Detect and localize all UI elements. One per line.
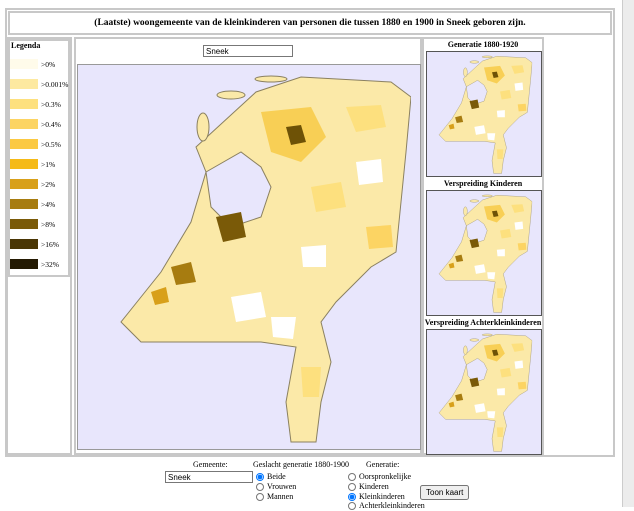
radio[interactable] <box>348 482 356 491</box>
radio-option[interactable]: Vrouwen <box>256 481 296 492</box>
legend-item: >2% <box>10 174 70 194</box>
radio[interactable] <box>348 501 356 510</box>
legend-item: >32% <box>10 254 70 274</box>
option-label: Oorspronkelijke <box>359 472 411 481</box>
option-label: Vrouwen <box>267 482 297 491</box>
side-map <box>426 329 542 455</box>
legend-swatch <box>10 259 38 269</box>
legend-label: >2% <box>41 179 56 189</box>
legend-label: >4% <box>41 199 56 209</box>
legend-label: >0.5% <box>41 139 61 149</box>
legend-swatch <box>10 179 38 189</box>
legend-swatch <box>10 59 38 69</box>
radio[interactable] <box>256 472 264 481</box>
legend-label: >0.4% <box>41 119 61 129</box>
option-label: Kleinkinderen <box>359 492 405 501</box>
radio[interactable] <box>348 472 356 481</box>
gemeente-input[interactable] <box>165 471 253 483</box>
radio-option[interactable]: Beide <box>256 471 286 482</box>
option-label: Kinderen <box>359 482 389 491</box>
legend-box <box>8 39 70 277</box>
option-label: Mannen <box>267 492 294 501</box>
legend-item: >0.3% <box>10 94 70 114</box>
radio-option[interactable]: Kleinkinderen <box>348 491 405 502</box>
map-area <box>77 64 421 450</box>
radio[interactable] <box>256 482 264 491</box>
legend-swatch <box>10 79 38 89</box>
legend-swatch <box>10 99 38 109</box>
scrollbar <box>622 0 634 507</box>
legend-label: >8% <box>41 219 56 229</box>
legend-label: >0% <box>41 59 56 69</box>
main-map <box>111 67 411 447</box>
option-label: Beide <box>267 472 286 481</box>
legend-title: Legenda <box>11 41 41 50</box>
legend-swatch <box>10 199 38 209</box>
side-caption: Verspreiding Kinderen <box>443 179 523 188</box>
show-map-button[interactable]: Toon kaart <box>420 485 470 500</box>
legend-item: >0.5% <box>10 134 70 154</box>
side-caption: Generatie 1880-1920 <box>447 40 519 49</box>
generatie-label: Generatie: <box>366 460 400 469</box>
legend-label: >32% <box>41 259 59 269</box>
legend-panel <box>6 37 72 455</box>
legend-swatch <box>10 119 38 129</box>
legend-swatch <box>10 239 38 249</box>
radio[interactable] <box>256 492 264 501</box>
legend-label: >0.3% <box>41 99 61 109</box>
legend-item: >0.4% <box>10 114 70 134</box>
radio[interactable] <box>348 492 356 501</box>
radio-option[interactable]: Mannen <box>256 491 293 502</box>
legend-item: >16% <box>10 234 70 254</box>
side-map <box>426 190 542 316</box>
geslacht-label: Geslacht generatie 1880-1900 <box>253 460 349 469</box>
legend-label: >0.001% <box>41 79 69 89</box>
option-label: Achterkleinkinderen <box>359 501 425 510</box>
radio-option[interactable]: Achterkleinkinderen <box>348 500 425 511</box>
side-caption: Verspreiding Achterkleinkinderen <box>424 318 542 327</box>
side-map <box>426 51 542 177</box>
gemeente-label: Gemeente: <box>193 460 228 469</box>
legend-item: >1% <box>10 154 70 174</box>
legend-label: >1% <box>41 159 56 169</box>
map-panel <box>74 37 422 455</box>
title: (Laatste) woongemeente van de kleinkinde… <box>8 11 612 35</box>
legend-swatch <box>10 219 38 229</box>
legend-label: >16% <box>41 239 59 249</box>
legend-swatch <box>10 159 38 169</box>
map-search[interactable] <box>203 45 293 57</box>
legend-item: >0% <box>10 54 70 74</box>
legend-swatch <box>10 139 38 149</box>
radio-option[interactable]: Kinderen <box>348 481 389 492</box>
radio-option[interactable]: Oorspronkelijke <box>348 471 411 482</box>
legend-item: >0.001% <box>10 74 70 94</box>
legend-item: >4% <box>10 194 70 214</box>
legend-item: >8% <box>10 214 70 234</box>
legend-items: >0% >0.001% >0.3% >0.4% >0.5% >1% >2% >4% >8% >16… <box>10 54 70 274</box>
